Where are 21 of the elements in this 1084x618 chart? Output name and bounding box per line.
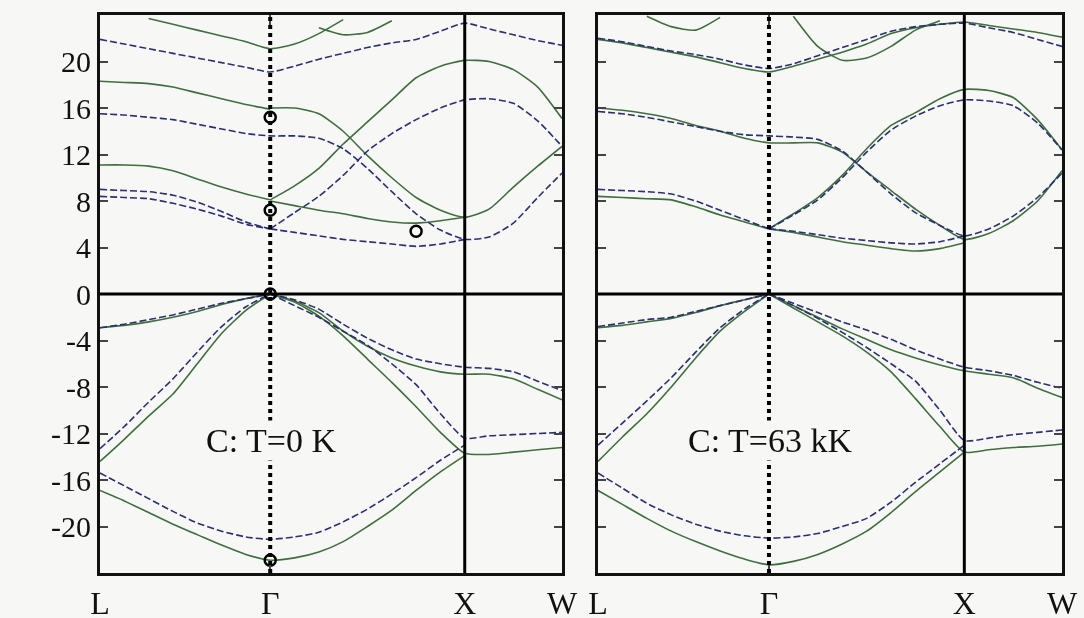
y-tick-label: 0: [76, 277, 91, 311]
x-tick-label: W: [546, 585, 578, 618]
x-tick-label: Γ: [759, 585, 779, 618]
x-tick-label: W: [1046, 585, 1078, 618]
y-tick-label: 16: [61, 91, 91, 125]
x-tick-label: X: [952, 585, 976, 618]
x-tick-label: L: [90, 585, 110, 618]
y-tick-label: -12: [51, 417, 91, 450]
x-tick-label: Γ: [260, 585, 280, 618]
annotation: C: T=63 kK: [688, 422, 853, 459]
y-tick-label: -4: [66, 324, 91, 357]
y-tick-label: -20: [51, 510, 91, 543]
annotation: C: T=0 K: [206, 422, 337, 459]
y-tick-label: -8: [66, 370, 91, 404]
x-tick-label: L: [588, 585, 608, 618]
x-tick-label: X: [453, 585, 477, 618]
y-tick-label: 4: [76, 231, 91, 264]
y-tick-label: -16: [51, 463, 91, 497]
y-tick-label: 12: [61, 138, 91, 171]
y-tick-label: 20: [61, 45, 91, 78]
y-tick-label: 8: [76, 184, 91, 218]
